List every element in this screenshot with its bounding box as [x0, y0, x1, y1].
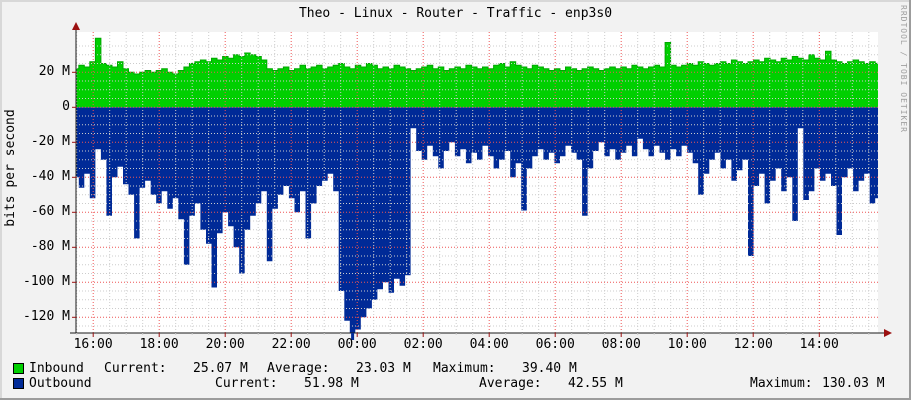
inbound-area	[76, 38, 878, 108]
x-tick-label: 10:00	[667, 337, 707, 352]
inbound-current-label: Current:	[104, 361, 167, 376]
rrdtool-watermark: RRDTOOL / TOBI OETIKER	[899, 5, 908, 133]
x-tick-label: 12:00	[733, 337, 773, 352]
outbound-current-label: Current:	[215, 376, 278, 391]
outbound-swatch	[13, 378, 24, 389]
legend-row-inbound: Inbound Current: 25.07 M Average: 23.03 …	[0, 361, 911, 376]
x-axis-arrow	[884, 329, 892, 337]
tick-marks	[72, 71, 870, 337]
y-tick-label: -80 M	[30, 239, 70, 255]
y-tick-label: 0	[62, 99, 70, 115]
y-tick-label: -100 M	[23, 274, 70, 290]
inbound-maximum-label: Maximum:	[433, 361, 496, 376]
legend-row-outbound: Outbound Current: 51.98 M Average: 42.55…	[0, 376, 911, 391]
outbound-maximum-label: Maximum:	[750, 376, 813, 391]
x-tick-label: 02:00	[403, 337, 443, 352]
x-tick-label: 06:00	[535, 337, 575, 352]
x-tick-label: 20:00	[205, 337, 245, 352]
outbound-area	[76, 107, 878, 333]
inbound-average-label: Average:	[267, 361, 330, 376]
outbound-maximum-value: 130.03 M	[822, 376, 885, 391]
x-tick-label: 00:00	[337, 337, 377, 352]
legend-label-inbound: Inbound	[29, 361, 84, 376]
y-tick-label: -120 M	[23, 309, 70, 325]
inbound-maximum-value: 39.40 M	[522, 361, 577, 376]
x-tick-label: 04:00	[469, 337, 509, 352]
x-tick-label: 14:00	[799, 337, 839, 352]
x-tick-label: 08:00	[601, 337, 641, 352]
outbound-overflow-mark	[351, 333, 355, 340]
x-tick-label: 18:00	[139, 337, 179, 352]
outbound-current-value: 51.98 M	[304, 376, 359, 391]
outbound-average-value: 42.55 M	[568, 376, 623, 391]
major-grid	[76, 32, 878, 333]
x-tick-label: 16:00	[73, 337, 113, 352]
y-tick-label: -40 M	[30, 169, 70, 185]
y-tick-label: 20 M	[38, 64, 70, 80]
x-tick-label: 22:00	[271, 337, 311, 352]
inbound-average-value: 23.03 M	[356, 361, 411, 376]
graph-title: Theo - Linux - Router - Traffic - enp3s0	[298, 6, 613, 21]
y-axis-arrow	[72, 22, 80, 30]
y-tick-label: -60 M	[30, 204, 70, 220]
legend-label-outbound: Outbound	[29, 376, 92, 391]
inbound-current-value: 25.07 M	[193, 361, 248, 376]
outbound-average-label: Average:	[479, 376, 542, 391]
minor-grid	[76, 32, 878, 333]
inbound-swatch	[13, 363, 24, 374]
y-tick-label: -20 M	[30, 134, 70, 150]
